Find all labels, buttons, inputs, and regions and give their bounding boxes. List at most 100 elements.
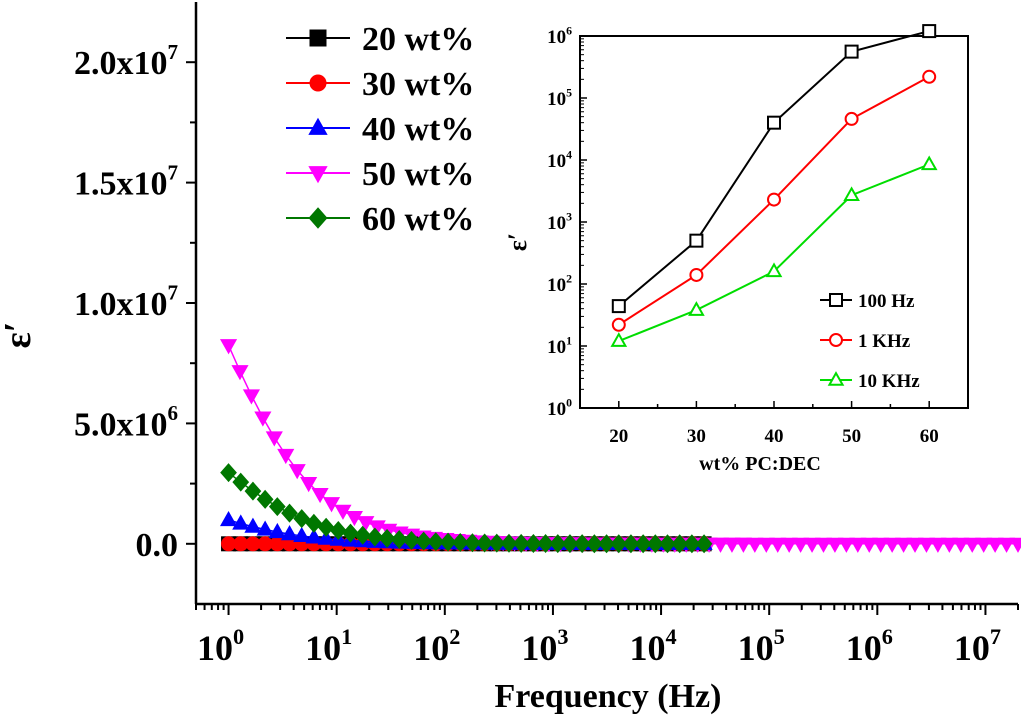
inset-data-point bbox=[922, 24, 937, 39]
data-point bbox=[512, 533, 530, 553]
inset-data-point bbox=[611, 317, 626, 332]
data-point bbox=[646, 534, 664, 554]
data-point bbox=[598, 534, 615, 554]
data-point bbox=[357, 516, 375, 532]
data-point bbox=[734, 537, 752, 553]
data-point bbox=[929, 537, 947, 553]
inset-x-tick-label: 50 bbox=[842, 426, 861, 447]
data-point bbox=[780, 537, 798, 553]
data-point bbox=[940, 537, 958, 553]
legend-label: 30 wt% bbox=[362, 66, 474, 103]
legend-marker bbox=[308, 166, 328, 184]
data-point bbox=[464, 533, 481, 553]
legend-marker bbox=[308, 117, 328, 135]
data-point bbox=[305, 513, 323, 533]
data-point bbox=[415, 531, 433, 551]
data-point bbox=[525, 533, 542, 553]
data-point bbox=[895, 537, 913, 553]
inset-data-point bbox=[689, 267, 704, 282]
main-x-axis-label: Frequency (Hz) bbox=[495, 678, 722, 715]
data-point bbox=[256, 489, 274, 509]
data-point bbox=[746, 537, 764, 553]
legend-item: 50 wt% bbox=[286, 156, 474, 193]
main-x-tick-label: 103 bbox=[521, 624, 568, 668]
data-point bbox=[1009, 537, 1021, 553]
data-point bbox=[329, 520, 347, 540]
main-legend: 20 wt% 30 wt% 40 wt% 50 wt% 60 wt% bbox=[286, 21, 474, 238]
data-point bbox=[256, 520, 274, 536]
main-y-tick-label: 1.0x107 bbox=[74, 281, 179, 323]
inset-data-point bbox=[843, 186, 860, 202]
data-point bbox=[451, 532, 469, 552]
data-point bbox=[317, 529, 335, 545]
inset-data-point bbox=[767, 192, 781, 207]
data-point bbox=[975, 537, 993, 553]
main-x-tick-label: 102 bbox=[413, 624, 460, 668]
data-point bbox=[244, 481, 262, 501]
inset-legend-marker bbox=[827, 371, 845, 386]
data-point bbox=[963, 537, 981, 553]
data-point bbox=[537, 534, 554, 554]
data-point bbox=[757, 537, 775, 553]
legend-marker bbox=[309, 29, 327, 47]
data-point bbox=[998, 537, 1016, 553]
data-point bbox=[219, 510, 238, 527]
data-point bbox=[317, 517, 335, 537]
inset-y-tick-label: 100 bbox=[547, 396, 572, 420]
inset-x-tick-label: 20 bbox=[609, 426, 628, 447]
data-point bbox=[622, 534, 640, 554]
inset-data-point bbox=[688, 301, 705, 316]
main-y-axis-label: ε′ bbox=[0, 322, 39, 349]
data-point bbox=[277, 448, 295, 465]
inset-data-point bbox=[689, 233, 704, 248]
inset-legend-label: 10 KHz bbox=[858, 371, 920, 392]
inset-series-10-khz bbox=[610, 155, 938, 347]
inset-x-tick-label: 30 bbox=[687, 426, 706, 447]
data-point bbox=[378, 528, 396, 548]
inset-y-axis-label: ε′ bbox=[503, 233, 532, 251]
data-point bbox=[232, 472, 250, 492]
data-point bbox=[403, 530, 420, 550]
inset-x-tick-label: 60 bbox=[920, 426, 939, 447]
data-point bbox=[671, 534, 689, 554]
inset-y-tick-label: 104 bbox=[547, 148, 572, 172]
data-point bbox=[659, 534, 676, 554]
inset-data-point bbox=[610, 332, 628, 347]
data-point bbox=[561, 534, 579, 554]
inset-data-point bbox=[767, 115, 781, 130]
main-plot-frame: 100 101 102 103 104 105 106 107 0.0 5.0x106 1.0x10… bbox=[74, 2, 1019, 668]
data-point bbox=[293, 526, 311, 543]
inset-x-tick-label: 40 bbox=[765, 426, 784, 447]
data-point bbox=[268, 522, 286, 539]
data-point bbox=[366, 527, 384, 547]
legend-item: 20 wt% bbox=[286, 21, 474, 58]
inset-series-100-hz bbox=[611, 24, 937, 314]
inset-y-tick-label: 103 bbox=[547, 210, 572, 234]
data-point bbox=[883, 537, 901, 553]
data-point bbox=[860, 537, 878, 553]
data-point bbox=[826, 537, 844, 553]
data-point bbox=[342, 523, 359, 543]
data-point bbox=[986, 537, 1004, 553]
data-point bbox=[439, 532, 457, 552]
data-point bbox=[345, 511, 363, 527]
data-point bbox=[573, 534, 591, 554]
data-point bbox=[305, 528, 323, 544]
main-x-tick-label: 100 bbox=[197, 624, 244, 668]
data-point bbox=[268, 497, 286, 517]
data-point bbox=[683, 534, 701, 554]
data-point bbox=[427, 532, 445, 552]
legend-label: 60 wt% bbox=[362, 201, 474, 238]
main-plot-series bbox=[219, 339, 1021, 554]
data-point bbox=[281, 503, 298, 523]
inset-frame bbox=[579, 35, 969, 409]
data-point bbox=[254, 411, 272, 427]
main-y-tick-label: 2.0x107 bbox=[74, 40, 179, 82]
legend-item: 60 wt% bbox=[286, 201, 474, 238]
data-point bbox=[769, 537, 787, 553]
data-point bbox=[288, 464, 306, 480]
legend-item: 40 wt% bbox=[286, 111, 474, 148]
data-point bbox=[280, 525, 299, 541]
inset-legend-item: 1 KHz bbox=[820, 331, 911, 352]
inset-data-point bbox=[922, 69, 937, 84]
